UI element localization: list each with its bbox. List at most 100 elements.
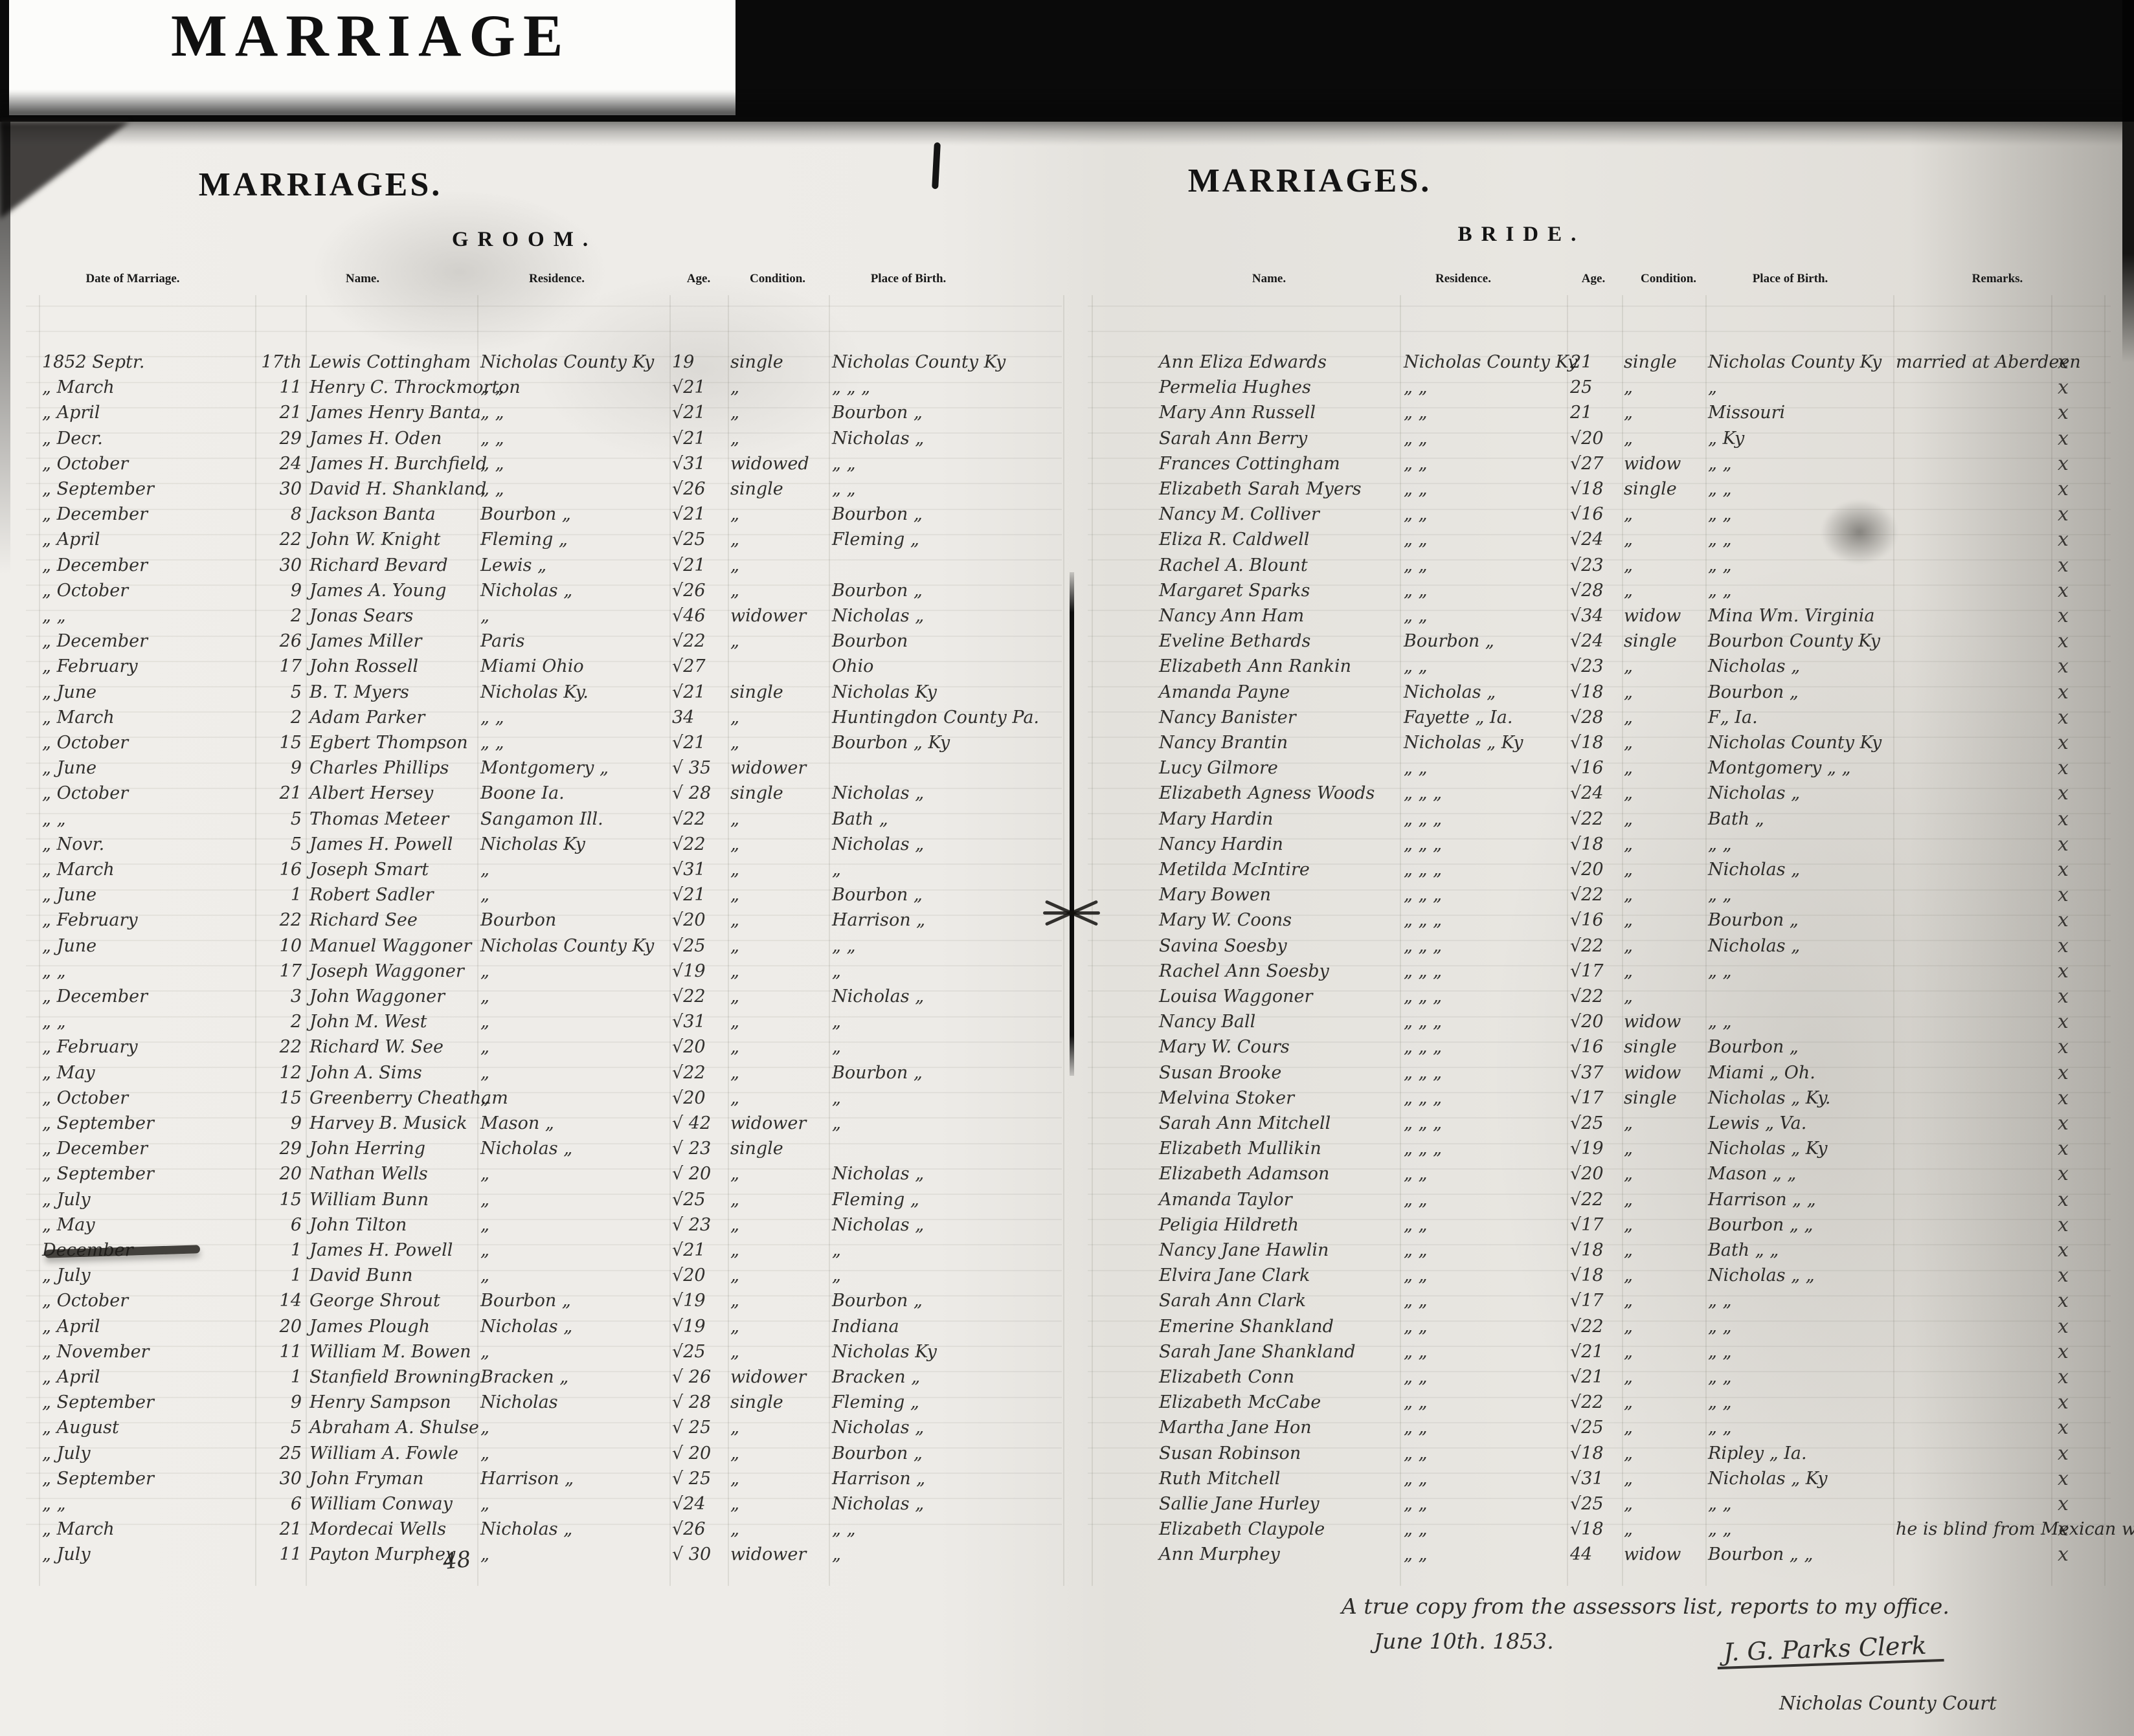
bride-residence-cell: Nicholas „ Ky xyxy=(1404,733,1523,753)
row-rule xyxy=(1088,711,2111,713)
bride-age-cell: √24 xyxy=(1570,631,1604,652)
bride-name-cell: Eliza R. Caldwell xyxy=(1159,529,1310,550)
bride-age-cell: 21 xyxy=(1570,403,1593,423)
groom-name-cell: Harvey B. Musick xyxy=(309,1113,467,1133)
groom-condition-cell: widower xyxy=(730,1544,807,1565)
day-cell: 5 xyxy=(290,1418,302,1438)
row-rule xyxy=(1088,686,2111,687)
col-bride-age: Age. xyxy=(1581,272,1606,285)
bride-name-cell: Nancy Brantin xyxy=(1159,733,1288,753)
groom-condition-cell: „ xyxy=(730,935,739,956)
groom-condition-cell: „ xyxy=(730,1341,739,1362)
groom-age-cell: √21 xyxy=(672,403,706,423)
groom-pob-cell: „ xyxy=(832,1113,841,1133)
bride-name-cell: Margaret Sparks xyxy=(1159,580,1310,601)
remark-cross-mark: x xyxy=(2058,1213,2069,1236)
groom-pob-cell: „ „ xyxy=(832,1519,856,1540)
row-rule xyxy=(26,737,1062,739)
row-rule xyxy=(1088,584,2111,586)
groom-residence-cell: „ xyxy=(480,986,489,1007)
groom-residence-cell: Nicholas „ xyxy=(480,580,573,601)
register-row: „ September 20 Nathan Wells „ √ 20 „ Nicholas … xyxy=(0,1161,2134,1186)
bride-name-cell: Mary W. Coons xyxy=(1159,910,1292,931)
bride-pob-cell: Nicholas „ xyxy=(1708,860,1801,880)
bride-condition-cell: „ xyxy=(1624,1189,1633,1210)
groom-pob-cell: Nicholas „ xyxy=(832,834,925,854)
bride-condition-cell: „ xyxy=(1624,961,1633,981)
row-rule xyxy=(26,331,1062,333)
groom-age-cell: √31 xyxy=(672,1012,706,1032)
remark-cross-mark: x xyxy=(2058,579,2069,602)
groom-residence-cell: Paris xyxy=(480,631,525,652)
groom-age-cell: √21 xyxy=(672,1240,706,1260)
bride-condition-cell: „ xyxy=(1624,1164,1633,1185)
bride-pob-cell: Nicholas „ xyxy=(1708,935,1801,956)
register-row: „ November 11 William M. Bowen „ √25 „ Nichola… xyxy=(0,1339,2134,1364)
column-rule xyxy=(829,295,830,1586)
groom-residence-cell: „ „ xyxy=(480,733,504,753)
groom-pob-cell: „ xyxy=(832,1012,841,1032)
bride-condition-cell: „ xyxy=(1624,834,1633,854)
date-cell: „ July xyxy=(42,1544,91,1565)
groom-pob-cell: Bourbon „ xyxy=(832,1443,923,1463)
remark-cross-mark: x xyxy=(2058,1416,2069,1440)
groom-name-cell: Robert Sadler xyxy=(309,885,434,906)
remark-cross-mark: x xyxy=(2058,1493,2069,1515)
groom-pob-cell: Bracken „ xyxy=(832,1367,921,1387)
day-cell: 1 xyxy=(290,885,302,906)
groom-age-cell: √31 xyxy=(672,860,706,880)
groom-age-cell: √25 xyxy=(672,1189,706,1210)
groom-residence-cell: „ xyxy=(480,1418,489,1438)
register-row: „ July 15 William Bunn „ √25 „ Fleming „ Amanda… xyxy=(0,1187,2134,1212)
bride-name-cell: Susan Brooke xyxy=(1159,1062,1282,1083)
date-cell: „ February xyxy=(42,1037,138,1058)
bride-residence-cell: „ „ xyxy=(1404,1240,1428,1260)
register-row: „ June 5 B. T. Myers Nicholas Ky. √21 single N… xyxy=(0,680,2134,705)
row-rule xyxy=(26,1117,1062,1119)
row-rule xyxy=(1088,1142,2111,1144)
bride-condition-cell: „ xyxy=(1624,1139,1633,1159)
row-rule xyxy=(1088,533,2111,535)
day-cell: 30 xyxy=(279,555,302,575)
column-rule xyxy=(1893,295,1894,1586)
col-groom-name: Name. xyxy=(345,272,380,285)
bride-pob-cell: „ „ xyxy=(1708,885,1732,906)
bride-condition-cell: „ xyxy=(1624,682,1633,702)
day-cell: 17th xyxy=(261,352,302,372)
groom-residence-cell: „ xyxy=(480,1164,489,1185)
groom-pob-cell: Bourbon „ xyxy=(832,580,923,601)
row-rule xyxy=(26,406,1062,408)
bride-residence-cell: „ „ xyxy=(1404,377,1428,398)
bride-residence-cell: „ „ „ xyxy=(1404,1062,1443,1083)
register-row: „ December 29 John Herring Nicholas „ √ 23 si… xyxy=(0,1136,2134,1161)
register-row: „ October 14 George Shrout Bourbon „ √19 „ Bou… xyxy=(0,1288,2134,1313)
groom-condition-cell: „ xyxy=(730,1062,739,1083)
groom-residence-cell: Fleming „ xyxy=(480,529,568,550)
bride-name-cell: Frances Cottingham xyxy=(1159,453,1340,474)
row-rule xyxy=(26,914,1062,916)
bride-condition-cell: single xyxy=(1624,631,1677,652)
bride-pob-cell: Nicholas „ Ky xyxy=(1708,1468,1828,1489)
date-cell: „ March xyxy=(42,1519,115,1540)
register-row: „ July 1 David Bunn „ √20 „ „ Elvira Jane Clark… xyxy=(0,1263,2134,1288)
groom-condition-cell: „ xyxy=(730,631,739,652)
row-rule xyxy=(1088,1447,2111,1449)
bride-condition-cell: „ xyxy=(1624,1367,1633,1387)
groom-residence-cell: Nicholas Ky. xyxy=(480,682,589,702)
bride-pob-cell: „ „ xyxy=(1708,1012,1732,1032)
bride-condition-cell: „ xyxy=(1624,1468,1633,1489)
groom-pob-cell: Nicholas Ky xyxy=(832,1341,937,1362)
date-cell: „ September xyxy=(42,479,154,499)
bride-condition-cell: „ xyxy=(1624,555,1633,575)
groom-pob-cell: „ xyxy=(832,860,841,880)
groom-condition-cell: widower xyxy=(730,606,807,626)
col-date-of-marriage: Date of Marriage. xyxy=(85,272,180,285)
bride-name-cell: Ann Murphey xyxy=(1159,1544,1280,1565)
bride-remark-cell: married at Aberdeen xyxy=(1896,352,2081,372)
date-cell: „ February xyxy=(42,656,138,677)
bride-age-cell: √18 xyxy=(1570,1240,1604,1260)
row-rule xyxy=(26,1041,1062,1043)
row-rule xyxy=(1088,508,2111,510)
row-rule xyxy=(26,559,1062,561)
bride-pob-cell: Bourbon „ xyxy=(1708,682,1799,702)
